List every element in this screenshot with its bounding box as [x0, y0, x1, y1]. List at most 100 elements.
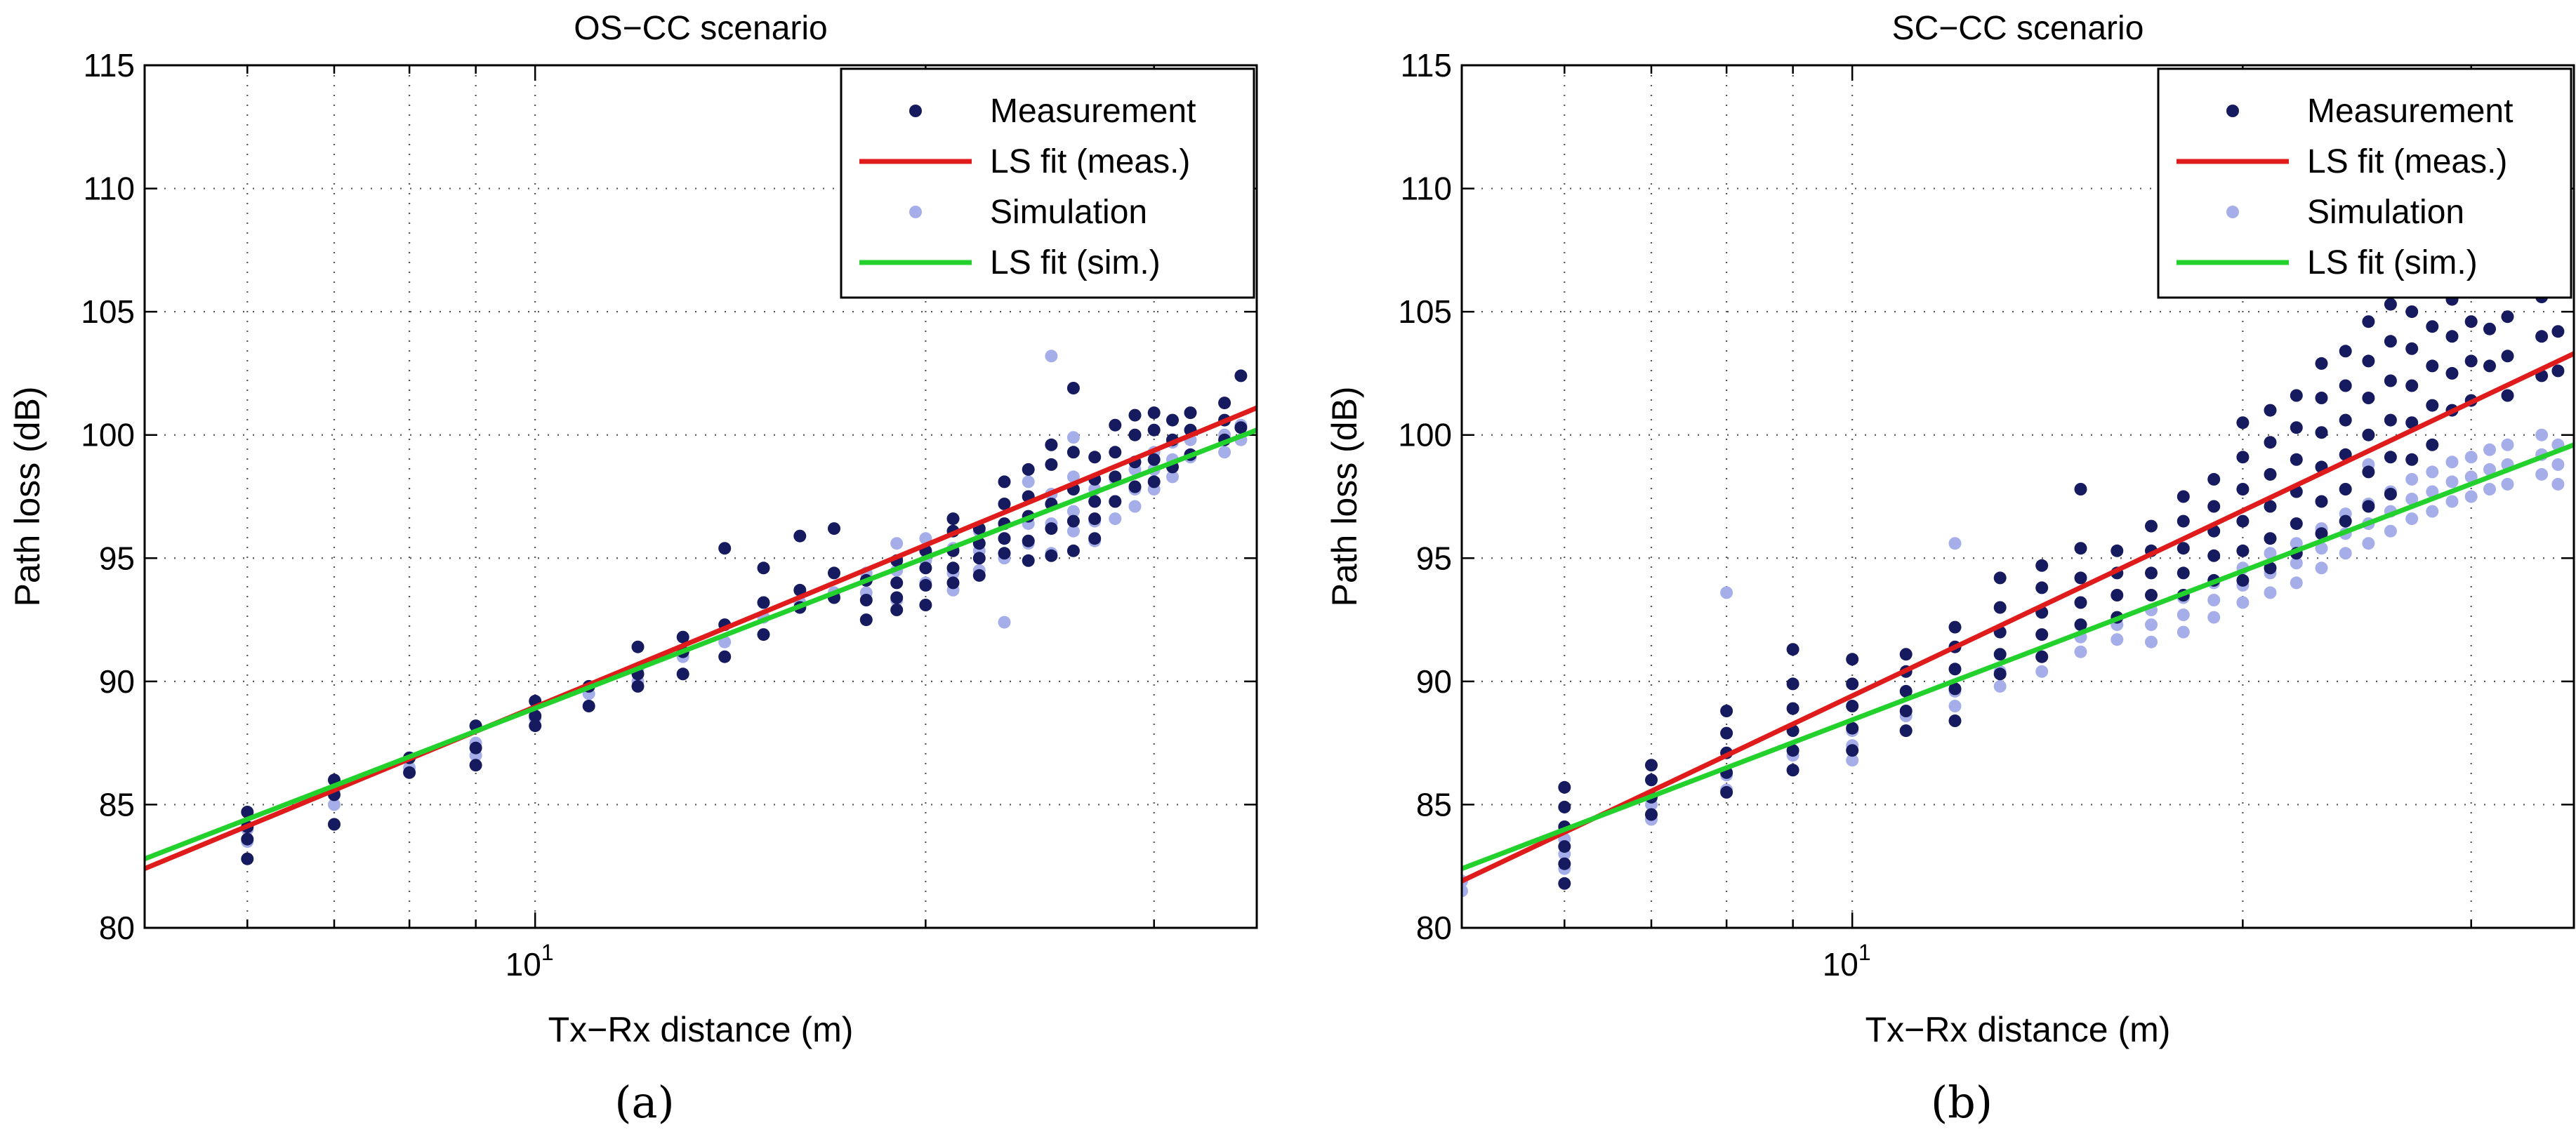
y-tick-label: 85: [1416, 786, 1452, 823]
measurement-point: [1720, 705, 1733, 717]
y-tick-label: 80: [1416, 910, 1452, 946]
measurement-point: [2236, 416, 2250, 430]
y-tick-label: 95: [1416, 540, 1452, 576]
measurement-point: [1993, 648, 2007, 661]
measurement-point: [1218, 397, 1231, 410]
y-tick-label: 80: [99, 910, 135, 946]
simulation-point: [2339, 547, 2352, 560]
measurement-point: [1147, 475, 1161, 488]
measurement-point: [1786, 702, 1799, 715]
measurement-point: [2501, 389, 2514, 402]
simulation-point: [1045, 350, 1058, 363]
measurement-point: [2483, 359, 2496, 373]
legend-marker-measurement: [909, 105, 922, 117]
legend-label-ls-fit-sim: LS fit (sim.): [990, 244, 1161, 281]
simulation-point: [890, 537, 904, 550]
measurement-point: [1088, 532, 1102, 545]
measurement-point: [1066, 446, 1080, 459]
legend-label-simulation: Simulation: [990, 194, 1147, 231]
measurement-point: [2074, 542, 2087, 555]
simulation-point: [2551, 477, 2565, 491]
measurement-point: [529, 719, 542, 733]
measurement-point: [676, 630, 689, 644]
measurement-point: [2405, 379, 2419, 392]
measurement-point: [2501, 310, 2514, 324]
measurement-point: [2264, 561, 2277, 575]
measurement-point: [2384, 488, 2397, 500]
simulation-point: [2405, 493, 2419, 505]
legend-label-ls-fit-sim: LS fit (sim.): [2307, 244, 2478, 281]
legend-marker-simulation: [2226, 206, 2239, 218]
measurement-point: [2339, 514, 2352, 528]
measurement-point: [2074, 596, 2087, 609]
simulation-point: [2501, 477, 2514, 491]
measurement-point: [2111, 589, 2124, 601]
measurement-point: [919, 599, 932, 611]
simulation-point: [2035, 665, 2049, 678]
measurement-point: [328, 818, 341, 831]
simulation-point: [2405, 512, 2419, 526]
measurement-point: [2551, 325, 2565, 338]
measurement-point: [1899, 724, 1913, 738]
measurement-point: [1948, 663, 1962, 676]
measurement-point: [2145, 589, 2158, 601]
simulation-point: [2145, 635, 2158, 649]
measurement-point: [1993, 667, 2007, 681]
simulation-point: [2384, 524, 2397, 538]
legend-label-measurement: Measurement: [990, 93, 1196, 130]
measurement-point: [1022, 554, 1035, 567]
measurement-point: [2035, 581, 2049, 594]
measurement-point: [1899, 684, 1913, 698]
simulation-point: [1109, 512, 1122, 526]
measurement-point: [1147, 423, 1161, 437]
measurement-point: [2207, 500, 2221, 513]
measurement-point: [2315, 392, 2328, 404]
measurement-point: [1846, 744, 1859, 757]
simulation-point: [2111, 633, 2124, 646]
measurement-point: [2074, 571, 2087, 585]
simulation-point: [1948, 537, 1962, 550]
measurement-point: [2362, 465, 2375, 479]
measurement-point: [2362, 392, 2375, 404]
y-tick-label: 90: [1416, 663, 1452, 700]
measurement-point: [2236, 544, 2250, 557]
simulation-point: [2483, 463, 2496, 476]
measurement-point: [1109, 446, 1122, 459]
measurement-point: [1993, 601, 2007, 614]
data-layer: [145, 350, 1257, 871]
measurement-point: [2290, 389, 2303, 402]
simulation-point: [2315, 561, 2328, 575]
simulation-point: [2464, 490, 2478, 503]
measurement-point: [2445, 366, 2459, 380]
measurement-point: [919, 561, 932, 575]
measurement-point: [998, 547, 1011, 560]
measurement-point: [1066, 514, 1080, 528]
y-tick-label: 110: [84, 171, 135, 207]
measurement-point: [2339, 345, 2352, 358]
measurement-point: [1786, 764, 1799, 777]
simulation-point: [2483, 483, 2496, 496]
measurement-point: [241, 832, 254, 846]
measurement-point: [2362, 315, 2375, 328]
measurement-point: [1558, 857, 1571, 870]
simulation-point: [998, 616, 1011, 629]
x-tick-exponent: 1: [541, 940, 554, 965]
measurement-point: [2405, 305, 2419, 319]
y-tick-label: 105: [81, 293, 135, 330]
simulation-point: [2535, 428, 2549, 441]
measurement-point: [1786, 677, 1799, 691]
measurement-point: [2035, 628, 2049, 641]
measurement-point: [1645, 759, 1658, 772]
simulation-point: [2207, 594, 2221, 606]
measurement-point: [2426, 320, 2439, 333]
y-tick-label: 100: [1398, 417, 1452, 453]
measurement-point: [1147, 406, 1161, 420]
measurement-point: [2315, 495, 2328, 508]
measurement-point: [631, 679, 645, 693]
measurement-point: [1786, 744, 1799, 757]
measurement-point: [2264, 436, 2277, 449]
simulation-point: [2483, 443, 2496, 456]
measurement-point: [2315, 426, 2328, 439]
measurement-point: [1558, 780, 1571, 794]
